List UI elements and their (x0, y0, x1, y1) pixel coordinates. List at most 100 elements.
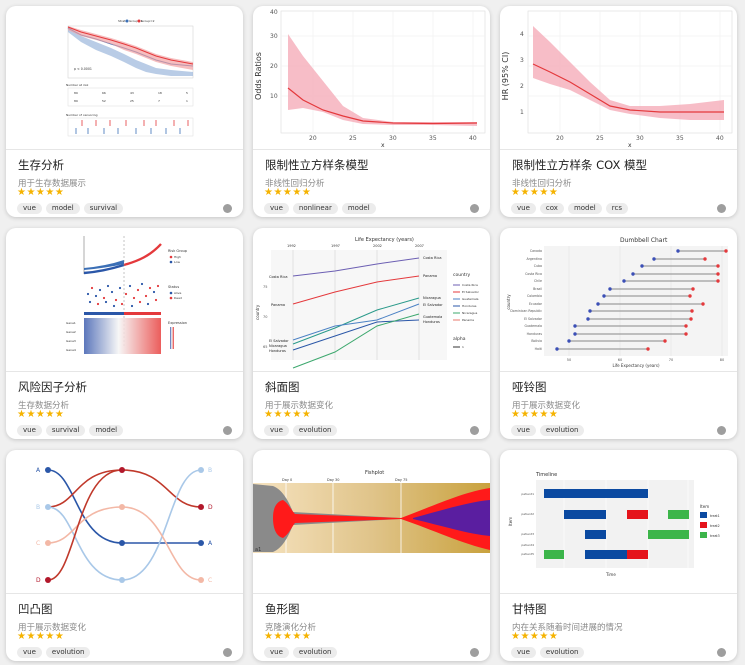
svg-text:Nicaragua: Nicaragua (423, 296, 441, 300)
svg-text:Day 0: Day 0 (282, 478, 292, 482)
thumbnail-slope: Life Expectancy (years) 1992 1997 2002 2… (253, 228, 490, 372)
svg-text:Item: Item (700, 504, 709, 509)
svg-text:alpha: alpha (453, 336, 466, 342)
svg-text:18: 18 (158, 91, 162, 95)
svg-text:Guatemala: Guatemala (423, 315, 442, 319)
card-title: 风险因子分析 (18, 380, 87, 394)
card-rcs-cox-model[interactable]: HR (95% CI) x 20 25 30 35 40 1 2 3 4 限制性… (500, 6, 737, 217)
svg-text:25: 25 (130, 99, 134, 103)
svg-text:treat2: treat2 (710, 524, 720, 528)
card-gantt-chart[interactable]: Timeline patient1 patient2 patient3 pati… (500, 450, 737, 661)
thumbnail-rcs-cox: HR (95% CI) x 20 25 30 35 40 1 2 3 4 (500, 6, 737, 150)
card-survival-analysis[interactable]: Strata Group=1 Group=2 p < 0.0001 Number… (6, 6, 243, 217)
tag: rcs (605, 203, 628, 214)
info-icon[interactable] (717, 204, 726, 213)
card-bump-chart[interactable]: A B C D B D A C 凹凸图 用于展示数据变化 ★★★★★ vue e… (6, 450, 243, 661)
svg-text:1: 1 (462, 345, 464, 349)
survival-legend-g1: Group=1 (129, 19, 143, 23)
tag: vue (17, 425, 42, 436)
svg-text:C: C (208, 577, 212, 584)
svg-text:Cuba: Cuba (534, 264, 542, 268)
card-dumbbell-chart[interactable]: Dumbbell Chart (500, 228, 737, 439)
svg-text:Low: Low (174, 260, 180, 264)
svg-text:country: country (255, 304, 260, 320)
svg-text:High: High (174, 255, 181, 259)
info-icon[interactable] (223, 648, 232, 657)
svg-text:Dead: Dead (174, 296, 182, 300)
card-risk-factor[interactable]: Risk Group High Low Status Alive Dead Ge… (6, 228, 243, 439)
svg-text:Canada: Canada (530, 249, 542, 253)
tag: evolution (292, 425, 338, 436)
svg-text:3: 3 (520, 57, 524, 64)
svg-text:B: B (208, 467, 212, 474)
star-rating: ★★★★★ (264, 409, 312, 420)
svg-text:Day 30: Day 30 (327, 478, 339, 482)
svg-text:20: 20 (309, 135, 317, 142)
card-slope-chart[interactable]: Life Expectancy (years) 1992 1997 2002 2… (253, 228, 490, 439)
svg-text:Honduras: Honduras (462, 304, 477, 308)
svg-text:Costa Rica: Costa Rica (423, 256, 442, 260)
svg-text:patient2: patient2 (521, 512, 534, 516)
svg-text:70: 70 (669, 358, 673, 362)
svg-text:60: 60 (618, 358, 622, 362)
tag: cox (539, 203, 564, 214)
svg-text:Fishplot: Fishplot (365, 470, 384, 476)
info-icon[interactable] (223, 204, 232, 213)
info-icon[interactable] (223, 426, 232, 435)
rcs-ylabel: Odds Ratios (254, 52, 263, 100)
card-title: 限制性立方样条模型 (265, 158, 369, 172)
svg-text:patient4: patient4 (521, 543, 534, 547)
survival-legend-g2: Group=2 (141, 19, 155, 23)
svg-text:D: D (36, 577, 41, 584)
svg-text:Gene4: Gene4 (66, 348, 76, 352)
svg-text:Dumbbell Chart: Dumbbell Chart (620, 237, 668, 244)
card-title: 生存分析 (18, 158, 64, 172)
svg-text:Dominican Republic: Dominican Republic (510, 309, 542, 313)
svg-text:43: 43 (130, 91, 134, 95)
tag: model (567, 203, 602, 214)
svg-text:Chile: Chile (534, 279, 542, 283)
svg-text:89: 89 (74, 91, 78, 95)
rcs-xlabel: x (381, 142, 385, 149)
tag: survival (45, 425, 86, 436)
card-fishplot[interactable]: Fishplot Day 0 Day 30 Day 75 a1 鱼形图 克隆演化… (253, 450, 490, 661)
card-desc: 生存数据分析 (18, 401, 70, 411)
card-title: 限制性立方样条 COX 模型 (512, 158, 648, 172)
svg-text:20: 20 (556, 135, 564, 142)
tag: nonlinear (292, 203, 338, 214)
survival-legend-strata: Strata (118, 19, 127, 23)
card-title: 哑铃图 (512, 380, 547, 394)
svg-text:30: 30 (270, 33, 278, 40)
svg-text:89: 89 (74, 99, 78, 103)
svg-text:Costa Rica: Costa Rica (462, 283, 478, 287)
tag: vue (511, 425, 536, 436)
thumbnail-risk-factor: Risk Group High Low Status Alive Dead Ge… (6, 228, 243, 372)
svg-text:Day 75: Day 75 (395, 478, 407, 482)
svg-text:Brazil: Brazil (533, 287, 542, 291)
info-icon[interactable] (717, 426, 726, 435)
svg-text:1997: 1997 (331, 244, 340, 248)
card-rcs-model[interactable]: Odds Ratios x 20 25 30 35 40 10 20 30 40… (253, 6, 490, 217)
info-icon[interactable] (470, 204, 479, 213)
svg-text:2002: 2002 (373, 244, 382, 248)
info-icon[interactable] (470, 648, 479, 657)
thumbnail-survival: Strata Group=1 Group=2 p < 0.0001 Number… (6, 6, 243, 150)
svg-text:a1: a1 (255, 547, 261, 553)
tag: evolution (539, 647, 585, 658)
svg-text:Honduras: Honduras (423, 320, 440, 324)
survival-num-risk: Number at risk (66, 83, 89, 87)
thumbnail-gantt: Timeline patient1 patient2 patient3 pati… (500, 450, 737, 594)
info-icon[interactable] (717, 648, 726, 657)
svg-text:25: 25 (349, 135, 357, 142)
svg-text:Gene3: Gene3 (66, 339, 76, 343)
card-desc: 非线性回归分析 (265, 179, 325, 189)
info-icon[interactable] (470, 426, 479, 435)
svg-text:5: 5 (186, 91, 188, 95)
svg-text:1992: 1992 (287, 244, 296, 248)
card-desc: 用于展示数据变化 (265, 401, 334, 411)
svg-text:patient1: patient1 (521, 492, 534, 496)
svg-text:Costa Rica: Costa Rica (269, 275, 288, 279)
svg-text:1: 1 (520, 109, 524, 116)
svg-text:75: 75 (263, 285, 267, 289)
svg-text:A: A (36, 467, 41, 474)
